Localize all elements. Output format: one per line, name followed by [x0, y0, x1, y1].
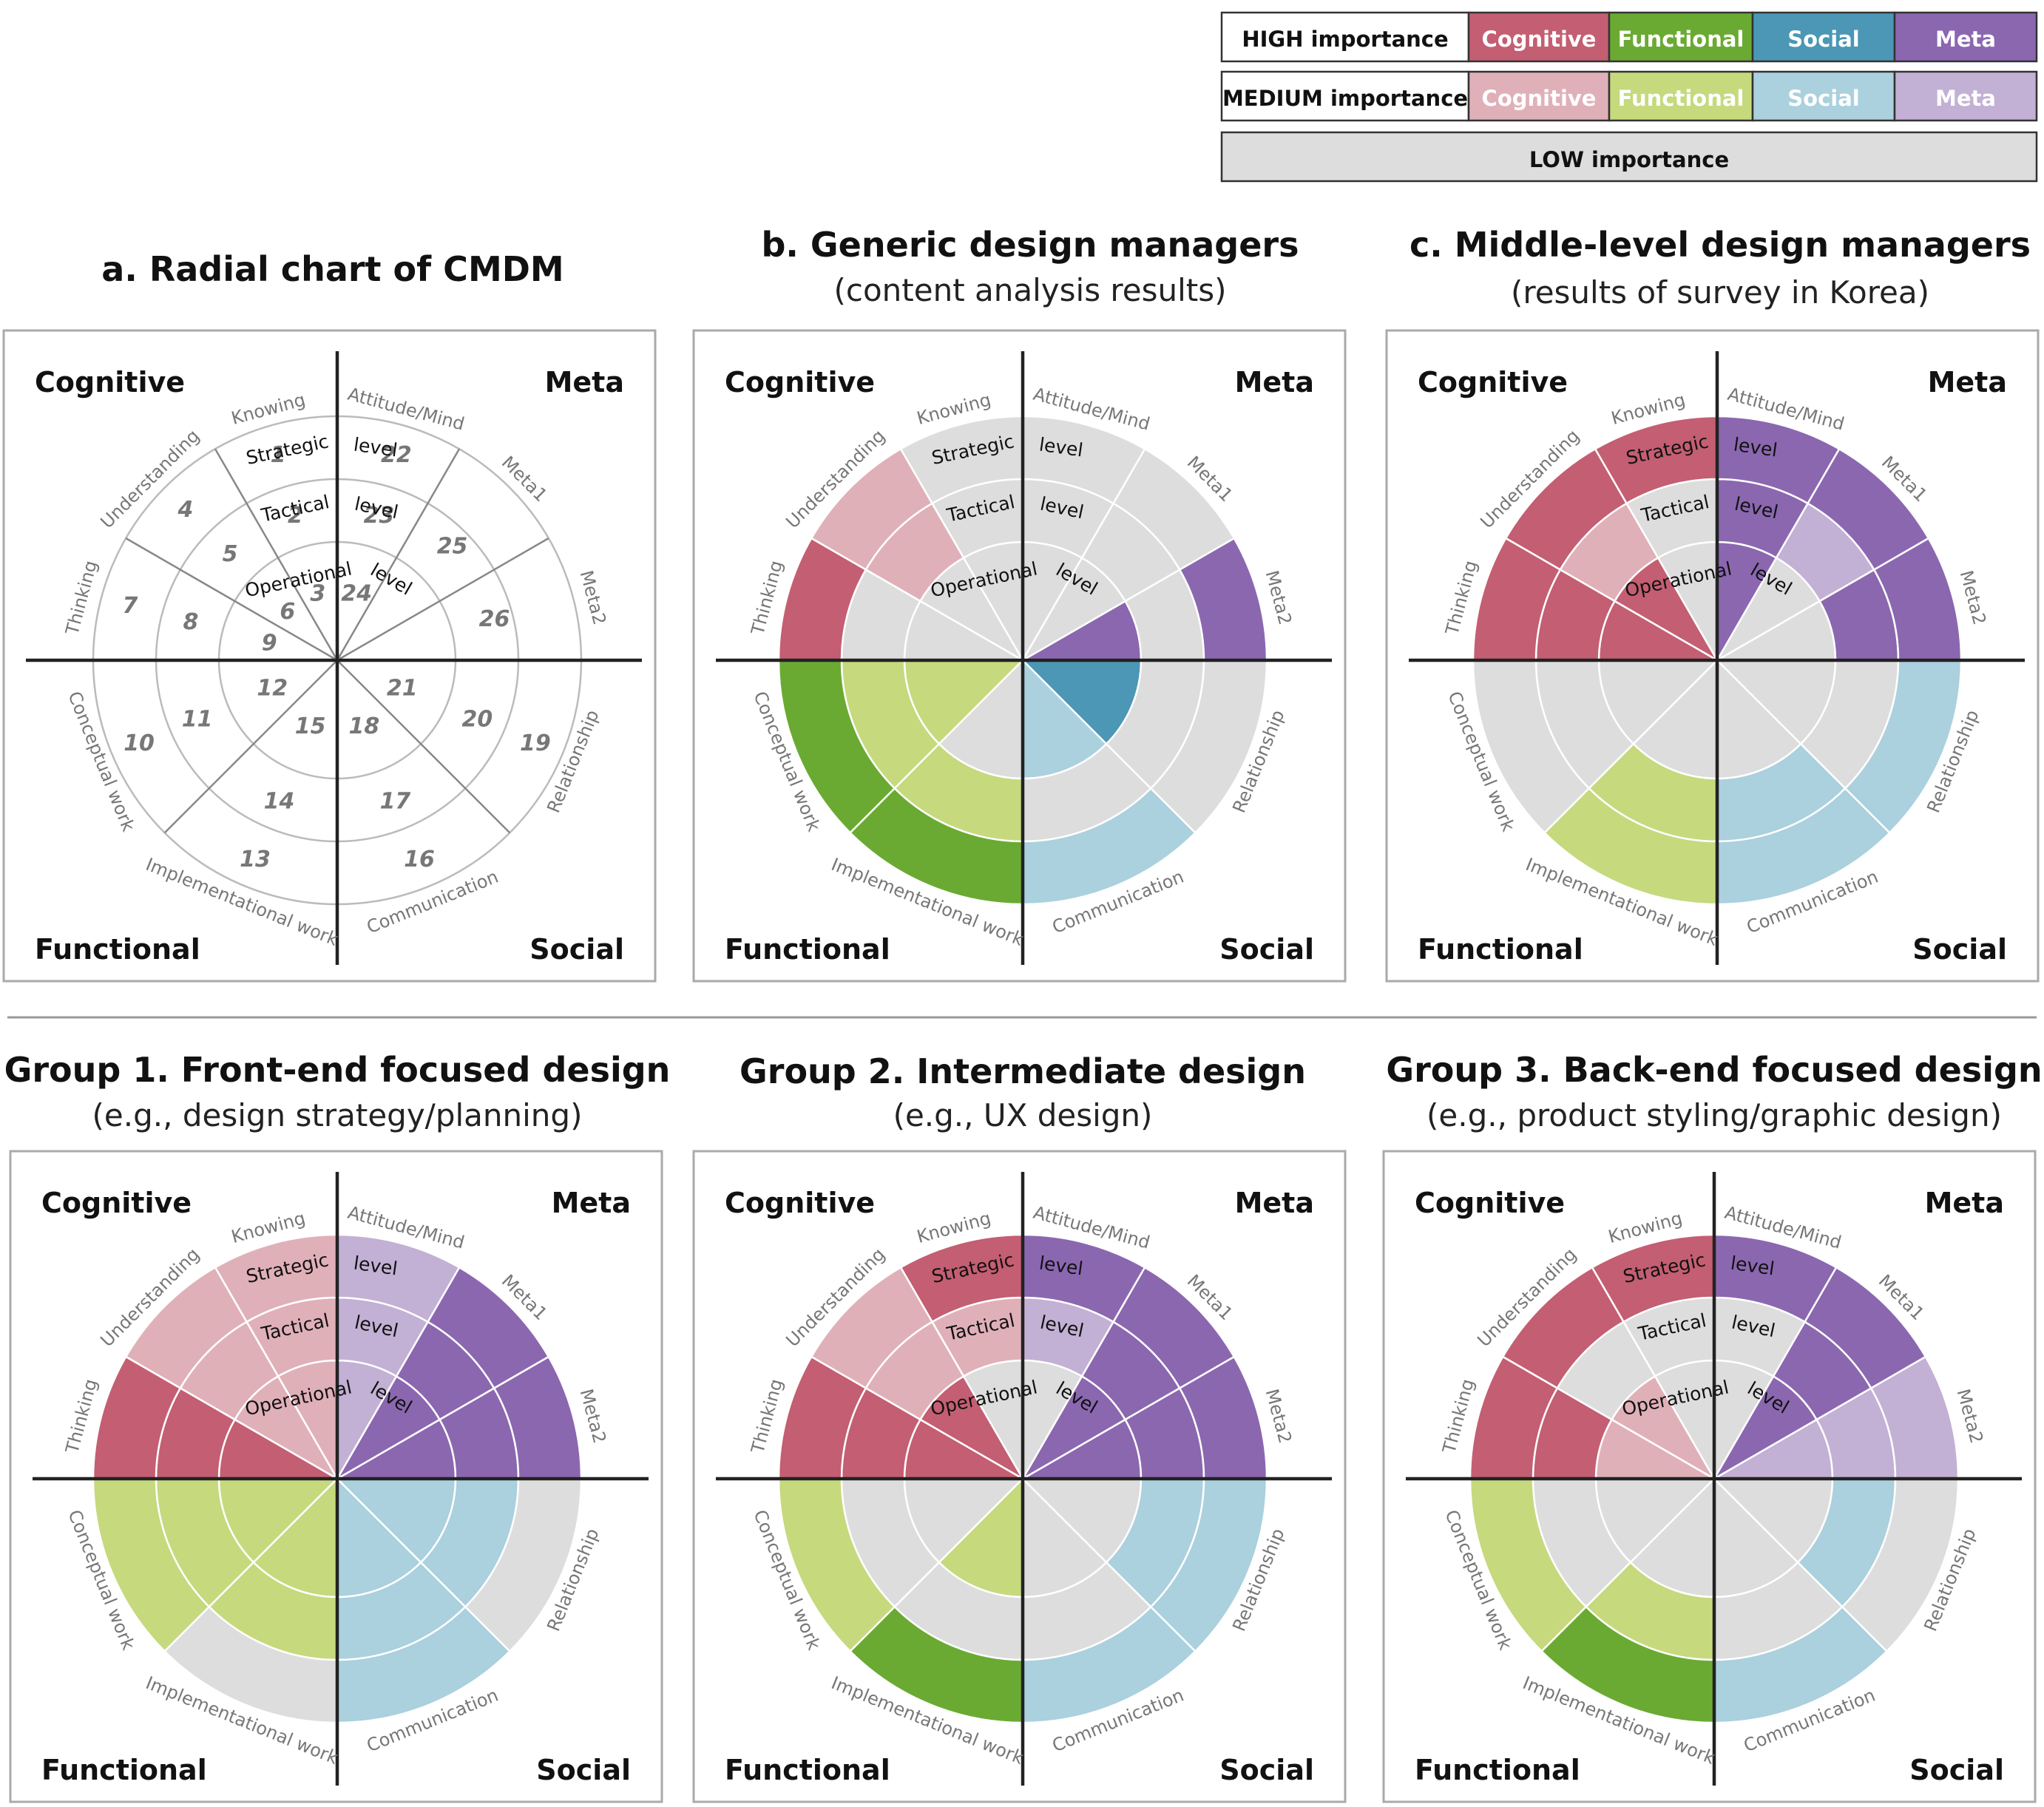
sector-divider: [163, 660, 338, 834]
panel-5: Group 2. Intermediate design (e.g., UX de…: [692, 1051, 1347, 1803]
cell-number: 20: [462, 706, 493, 732]
cell-number: 4: [177, 497, 194, 523]
quadrant-functional: Functional: [41, 1754, 207, 1786]
cell-number: 14: [264, 788, 295, 814]
quadrant-meta: Meta: [552, 1187, 631, 1219]
panel-3: c. Middle-level design managers (results …: [1385, 225, 2040, 983]
legend-medium-label: MEDIUM importance: [1222, 86, 1468, 111]
cell-number: 10: [123, 730, 155, 756]
panel-subtitle: (e.g., UX design): [893, 1097, 1153, 1133]
quadrant-functional: Functional: [725, 933, 890, 966]
cell-number: 24: [341, 581, 372, 607]
panel-title: b. Generic design managers: [762, 225, 1299, 265]
cell-number: 8: [183, 609, 199, 635]
quadrant-social: Social: [529, 933, 624, 966]
sector-divider: [336, 660, 511, 834]
quadrant-functional: Functional: [1415, 1754, 1580, 1786]
cell-number: 22: [381, 442, 412, 468]
quadrant-functional: Functional: [1418, 933, 1583, 966]
legend-high-cognitive: Cognitive: [1482, 27, 1597, 52]
legend-medium-meta-swatch: [1893, 70, 2038, 122]
panel-title: Group 3. Back-end focused design: [1386, 1050, 2042, 1090]
quadrant-cognitive: Cognitive: [35, 366, 185, 399]
quadrant-functional: Functional: [35, 933, 200, 966]
panel-subtitle: (e.g., product styling/graphic design): [1427, 1097, 2002, 1133]
legend-high-social: Social: [1787, 27, 1859, 52]
cell-number: 11: [182, 706, 213, 732]
cell-number: 18: [348, 713, 379, 739]
panels: a. Radial chart of CMDM12345678910111213…: [2, 225, 2043, 1803]
panel-subtitle: (results of survey in Korea): [1511, 274, 1929, 311]
legend-medium-social: Social: [1787, 86, 1859, 111]
legend-high-meta-swatch: [1893, 11, 2038, 63]
quadrant-cognitive: Cognitive: [41, 1187, 192, 1219]
cell-number: 26: [479, 606, 510, 632]
sector-divider: [214, 448, 339, 661]
cell-number: 9: [262, 630, 277, 656]
quadrant-cognitive: Cognitive: [725, 366, 875, 399]
quadrant-meta: Meta: [1925, 1187, 2004, 1219]
panel-title: Group 1. Front-end focused design: [4, 1050, 671, 1090]
legend-low-box: [1220, 131, 2038, 183]
quadrant-cognitive: Cognitive: [1415, 1187, 1565, 1219]
cell-number: 7: [122, 593, 138, 619]
legend-medium-social-swatch: [1751, 70, 1896, 122]
legend-high-label: HIGH importance: [1242, 27, 1448, 52]
cell-number: 15: [295, 713, 326, 739]
panel-title: Group 2. Intermediate design: [740, 1051, 1306, 1091]
cell-number: 1: [271, 442, 286, 468]
legend-high-functional: Functional: [1618, 27, 1744, 52]
legend-high-meta: Meta: [1935, 27, 1996, 52]
cell-number: 2: [288, 503, 303, 529]
legend-medium-functional: Functional: [1618, 86, 1744, 111]
legend-high-functional-swatch: [1608, 11, 1754, 63]
legend-medium-label-box: [1220, 70, 1470, 122]
cell-number: 25: [437, 533, 468, 559]
quadrant-functional: Functional: [725, 1754, 890, 1786]
quadrant-cognitive: Cognitive: [1418, 366, 1568, 399]
quadrant-social: Social: [1912, 933, 2007, 966]
cell-number: 13: [240, 847, 271, 872]
legend-medium-functional-swatch: [1608, 70, 1754, 122]
panel-1: a. Radial chart of CMDM12345678910111213…: [2, 249, 657, 983]
importance-legend: HIGH importance Cognitive Functional Soc…: [1220, 11, 2038, 183]
legend-medium-cognitive-swatch: [1467, 70, 1611, 122]
sector-divider: [336, 448, 461, 661]
panel-title: c. Middle-level design managers: [1410, 225, 2031, 265]
cell-number: 23: [364, 503, 395, 529]
cell-number: 16: [404, 847, 435, 872]
cell-number: 17: [380, 788, 411, 814]
panel-4: Group 1. Front-end focused design (e.g., …: [4, 1050, 671, 1803]
legend-medium-meta: Meta: [1935, 86, 1996, 111]
cell-number: 6: [280, 599, 295, 625]
quadrant-meta: Meta: [1235, 1187, 1314, 1219]
legend-medium-cognitive: Cognitive: [1482, 86, 1597, 111]
cell-number: 3: [310, 581, 325, 607]
cell-number: 5: [223, 541, 238, 567]
panel-6: Group 3. Back-end focused design (e.g., p…: [1382, 1050, 2043, 1803]
cell-number: 19: [520, 730, 551, 756]
quadrant-cognitive: Cognitive: [725, 1187, 875, 1219]
panel-title: a. Radial chart of CMDM: [101, 249, 564, 289]
cell-number: 12: [257, 675, 288, 701]
quadrant-social: Social: [1909, 1754, 2004, 1786]
sector-divider: [336, 537, 549, 662]
legend-high-label-box: [1220, 11, 1470, 63]
quadrant-social: Social: [1219, 933, 1314, 966]
panel-subtitle: (e.g., design strategy/planning): [92, 1097, 583, 1133]
cell-number: 21: [387, 675, 418, 701]
legend-low-label: LOW importance: [1529, 147, 1729, 172]
quadrant-meta: Meta: [1928, 366, 2007, 399]
sector-divider: [125, 537, 338, 662]
panel-2: b. Generic design managers (content analy…: [692, 225, 1347, 983]
panel-subtitle: (content analysis results): [833, 272, 1226, 308]
quadrant-social: Social: [1219, 1754, 1314, 1786]
quadrant-social: Social: [536, 1754, 631, 1786]
legend-high-cognitive-swatch: [1467, 11, 1611, 63]
quadrant-meta: Meta: [545, 366, 624, 399]
quadrant-meta: Meta: [1235, 366, 1314, 399]
